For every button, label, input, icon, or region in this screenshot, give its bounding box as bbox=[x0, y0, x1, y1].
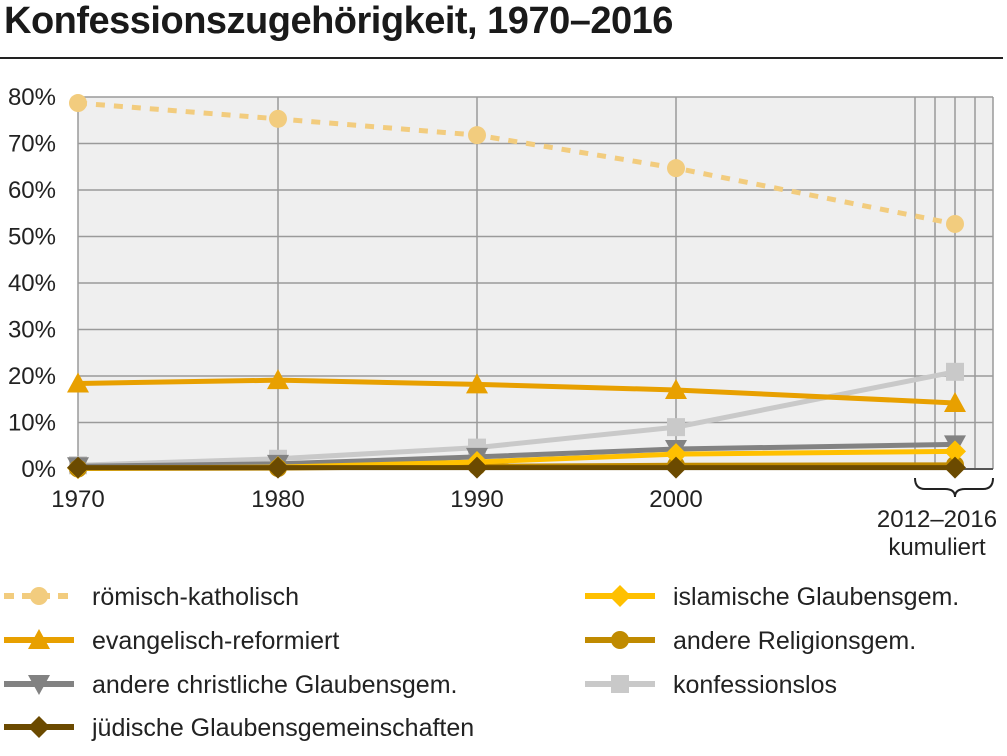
x-tick-label: 1980 bbox=[251, 486, 304, 513]
legend-item-evangelisch-reformiert: evangelisch-reformiert bbox=[4, 627, 339, 655]
legend-item-konfessionslos: konfessionslos bbox=[585, 671, 837, 699]
data-point bbox=[267, 369, 289, 390]
legend-item-andere-religionsgem: andere Religionsgem. bbox=[585, 627, 916, 655]
series-evangelisch-reformiert bbox=[67, 369, 966, 412]
legend-label: islamische Glaubensgem. bbox=[673, 583, 959, 611]
legend-swatch-marker bbox=[30, 587, 48, 605]
data-point bbox=[665, 456, 687, 479]
y-tick-label: 80% bbox=[8, 84, 56, 111]
y-tick-label: 60% bbox=[8, 177, 56, 204]
y-tick-label: 40% bbox=[8, 270, 56, 297]
legend: römisch-katholisch islamische Glaubensgem… bbox=[4, 583, 959, 742]
legend-swatch-marker bbox=[28, 675, 50, 695]
x-tick-label: 1970 bbox=[51, 486, 104, 513]
legend-swatch-marker bbox=[28, 629, 50, 649]
legend-item-islamische-glaubensgem: islamische Glaubensgem. bbox=[585, 583, 959, 611]
data-point bbox=[466, 456, 488, 479]
series-jüdische-glaubensgemeinschaften bbox=[67, 456, 966, 479]
legend-swatch-marker bbox=[611, 675, 629, 693]
legend-item-römisch-katholisch: römisch-katholisch bbox=[4, 583, 299, 611]
legend-label: andere Religionsgem. bbox=[673, 627, 916, 655]
x-tick-note: kumuliert bbox=[888, 534, 986, 561]
title-divider bbox=[0, 57, 1003, 59]
legend-label: evangelisch-reformiert bbox=[92, 627, 339, 655]
data-point bbox=[667, 418, 685, 437]
x-tick-label: 2000 bbox=[649, 486, 702, 513]
legend-swatch-marker bbox=[609, 585, 631, 607]
legend-swatch-marker bbox=[28, 716, 50, 738]
data-point bbox=[665, 443, 687, 466]
x-tick-label: 2012–2016 bbox=[877, 506, 997, 533]
legend-item-jüdische-glaubensgemeinschaften: jüdische Glaubensgemeinschaften bbox=[4, 714, 474, 742]
x-tick-label: 1990 bbox=[450, 486, 503, 513]
y-tick-label: 0% bbox=[21, 456, 56, 483]
data-point bbox=[67, 456, 89, 479]
y-tick-label: 70% bbox=[8, 131, 56, 158]
y-axis-ticks: 0% 10% 20% 30% 40% 50% 60% 70% 80% bbox=[8, 84, 56, 483]
series-lines bbox=[67, 94, 966, 480]
legend-item-andere-christliche-glaubensgem: andere christliche Glaubensgem. bbox=[4, 671, 457, 699]
data-point bbox=[944, 440, 966, 463]
y-tick-label: 30% bbox=[8, 317, 56, 344]
series-römisch-katholisch bbox=[69, 94, 964, 233]
data-point bbox=[468, 126, 486, 145]
brace-shape bbox=[914, 477, 994, 498]
legend-label: römisch-katholisch bbox=[92, 583, 299, 611]
y-tick-label: 10% bbox=[8, 410, 56, 437]
data-point bbox=[69, 94, 87, 113]
y-tick-label: 20% bbox=[8, 363, 56, 390]
legend-label: konfessionslos bbox=[673, 671, 837, 699]
data-point bbox=[665, 378, 687, 399]
chart-title: Konfessionszugehörigkeit, 1970–2016 bbox=[4, 0, 673, 42]
data-point bbox=[269, 109, 287, 128]
cumulative-brace bbox=[914, 477, 994, 498]
legend-swatch-marker bbox=[611, 631, 629, 649]
legend-label: jüdische Glaubensgemeinschaften bbox=[91, 714, 474, 742]
data-point bbox=[466, 373, 488, 394]
data-point bbox=[944, 456, 966, 479]
y-tick-label: 50% bbox=[8, 224, 56, 251]
data-point bbox=[67, 372, 89, 393]
data-point bbox=[946, 214, 964, 233]
data-point bbox=[946, 362, 964, 381]
data-point bbox=[667, 159, 685, 178]
data-point bbox=[267, 456, 289, 479]
legend-label: andere christliche Glaubensgem. bbox=[92, 671, 457, 699]
data-point bbox=[944, 391, 966, 412]
